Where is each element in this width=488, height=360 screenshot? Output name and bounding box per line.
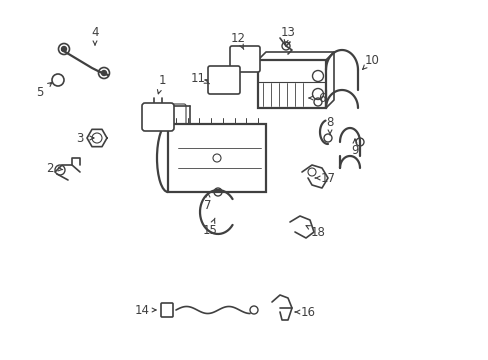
Text: 12: 12 xyxy=(230,31,245,45)
Text: 3: 3 xyxy=(76,131,83,144)
Text: 17: 17 xyxy=(320,171,335,185)
FancyBboxPatch shape xyxy=(142,103,174,131)
Bar xyxy=(168,124,265,192)
Text: 11: 11 xyxy=(190,72,205,85)
Text: 9: 9 xyxy=(350,144,358,157)
Text: 1: 1 xyxy=(158,73,165,86)
Text: 4: 4 xyxy=(91,26,99,39)
Text: 14: 14 xyxy=(134,303,149,316)
Text: 13: 13 xyxy=(280,26,295,39)
FancyBboxPatch shape xyxy=(207,66,240,94)
Text: 2: 2 xyxy=(46,162,54,175)
Bar xyxy=(258,60,325,108)
Text: 10: 10 xyxy=(364,54,379,67)
Text: 18: 18 xyxy=(310,225,325,239)
Text: 6: 6 xyxy=(318,91,325,104)
Text: 8: 8 xyxy=(325,116,333,129)
FancyBboxPatch shape xyxy=(161,303,173,317)
Circle shape xyxy=(102,71,106,76)
Text: 7: 7 xyxy=(204,198,211,212)
Text: 15: 15 xyxy=(202,224,217,237)
FancyBboxPatch shape xyxy=(168,104,185,126)
Text: 16: 16 xyxy=(300,306,315,319)
Circle shape xyxy=(61,46,66,51)
Text: 5: 5 xyxy=(36,85,43,99)
FancyBboxPatch shape xyxy=(229,46,260,72)
